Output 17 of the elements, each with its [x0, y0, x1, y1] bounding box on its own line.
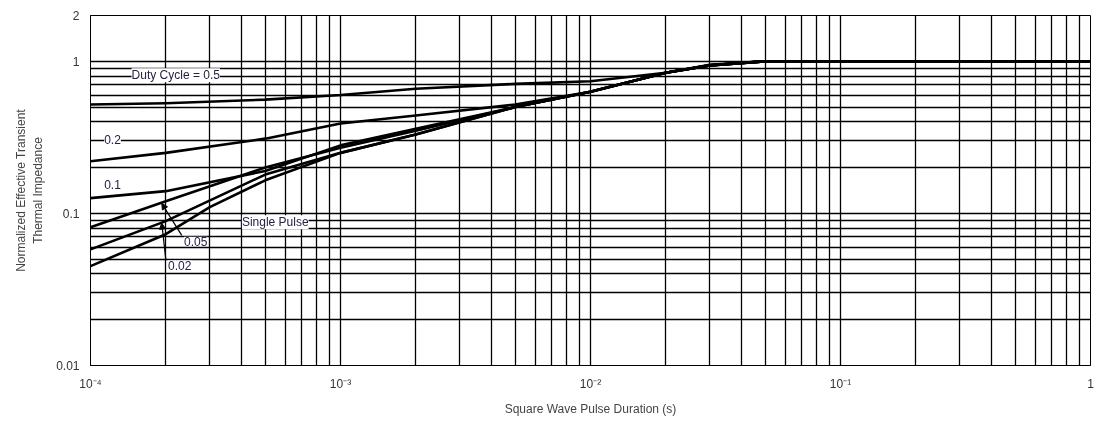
text: 0.02 [168, 258, 192, 273]
y-tick-label: 1 [72, 54, 80, 69]
x-axis-title: Square Wave Pulse Duration (s) [504, 401, 677, 416]
x-tick-label: 10⁻¹ [829, 376, 852, 391]
y-tick-label: 0.01 [56, 359, 80, 373]
series-label: Single Pulse [241, 215, 309, 230]
x-tick-label: 1 [1087, 376, 1095, 391]
y-tick-label: 2 [72, 9, 80, 23]
series-label: 0.1 [104, 177, 122, 192]
x-tick-label: 10⁻⁴ [79, 376, 102, 391]
x-tick-label: 10⁻² [579, 376, 602, 391]
text: 0.05 [184, 234, 208, 249]
x-tick-label: 10⁻³ [329, 376, 352, 391]
series-label: 0.2 [104, 132, 122, 147]
y-axis-title: Normalized Effective Transient Thermal Impedance [14, 108, 46, 272]
y-tick-label: 0.1 [62, 206, 80, 221]
series-label: Duty Cycle = 0.5 [131, 68, 221, 83]
